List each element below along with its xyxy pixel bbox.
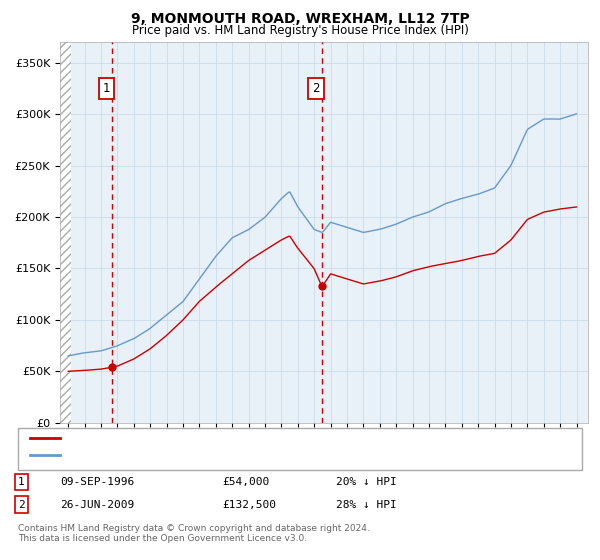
Text: HPI: Average price, detached house, Wrexham: HPI: Average price, detached house, Wrex… (72, 452, 314, 463)
Text: 9, MONMOUTH ROAD, WREXHAM, LL12 7TP (detached house): 9, MONMOUTH ROAD, WREXHAM, LL12 7TP (det… (72, 436, 392, 446)
Text: 09-SEP-1996: 09-SEP-1996 (60, 477, 134, 487)
Text: 2: 2 (18, 500, 25, 510)
Text: 28% ↓ HPI: 28% ↓ HPI (336, 500, 397, 510)
Text: 9, MONMOUTH ROAD, WREXHAM, LL12 7TP: 9, MONMOUTH ROAD, WREXHAM, LL12 7TP (131, 12, 469, 26)
Text: Contains HM Land Registry data © Crown copyright and database right 2024.
This d: Contains HM Land Registry data © Crown c… (18, 524, 370, 543)
Text: 2: 2 (313, 82, 320, 95)
Text: £54,000: £54,000 (222, 477, 269, 487)
Text: 1: 1 (103, 82, 110, 95)
Text: 1: 1 (18, 477, 25, 487)
Text: 26-JUN-2009: 26-JUN-2009 (60, 500, 134, 510)
Text: Price paid vs. HM Land Registry's House Price Index (HPI): Price paid vs. HM Land Registry's House … (131, 24, 469, 36)
Text: £132,500: £132,500 (222, 500, 276, 510)
Text: 20% ↓ HPI: 20% ↓ HPI (336, 477, 397, 487)
Bar (60, 42, 71, 423)
